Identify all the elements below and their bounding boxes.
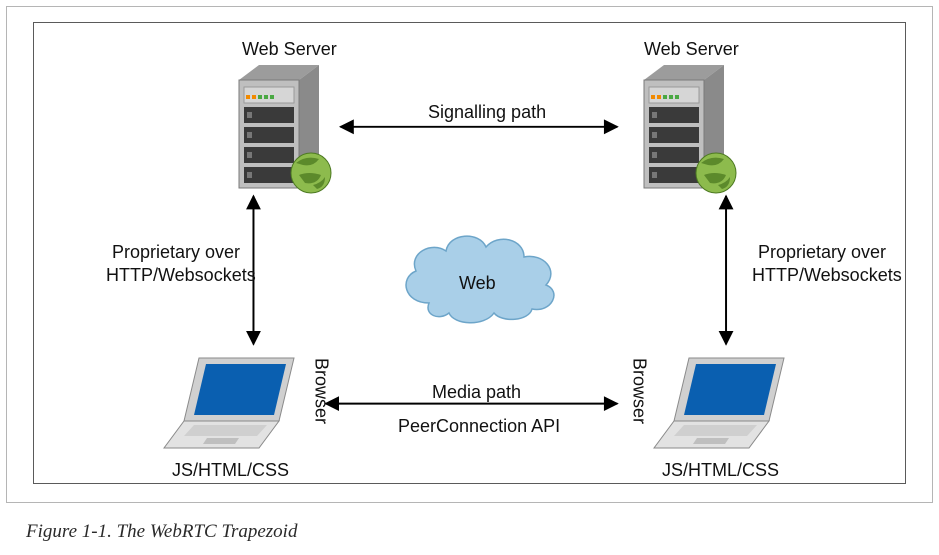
edge-right-label: Proprietary over HTTP/Websockets — [752, 241, 892, 286]
server-right-label: Web Server — [644, 38, 739, 61]
figure-caption: Figure 1-1. The WebRTC Trapezoid — [26, 521, 297, 543]
laptop-left-icon — [159, 353, 314, 453]
edge-bottom-label2: PeerConnection API — [398, 415, 560, 438]
browser-left-label: Browser — [310, 355, 333, 427]
server-left-label: Web Server — [242, 38, 337, 61]
browser-left-sublabel: JS/HTML/CSS — [172, 459, 289, 482]
diagram-frame: Web Server Web Server Signalling path — [33, 22, 906, 484]
server-right-icon — [634, 65, 749, 200]
laptop-right-icon — [649, 353, 804, 453]
browser-right-sublabel: JS/HTML/CSS — [662, 459, 779, 482]
browser-right-label: Browser — [628, 355, 651, 427]
edge-bottom-label1: Media path — [432, 381, 521, 404]
edge-left-label: Proprietary over HTTP/Websockets — [106, 241, 246, 286]
cloud-label: Web — [459, 272, 496, 295]
server-left-icon — [229, 65, 344, 200]
edge-top-label: Signalling path — [428, 101, 546, 124]
